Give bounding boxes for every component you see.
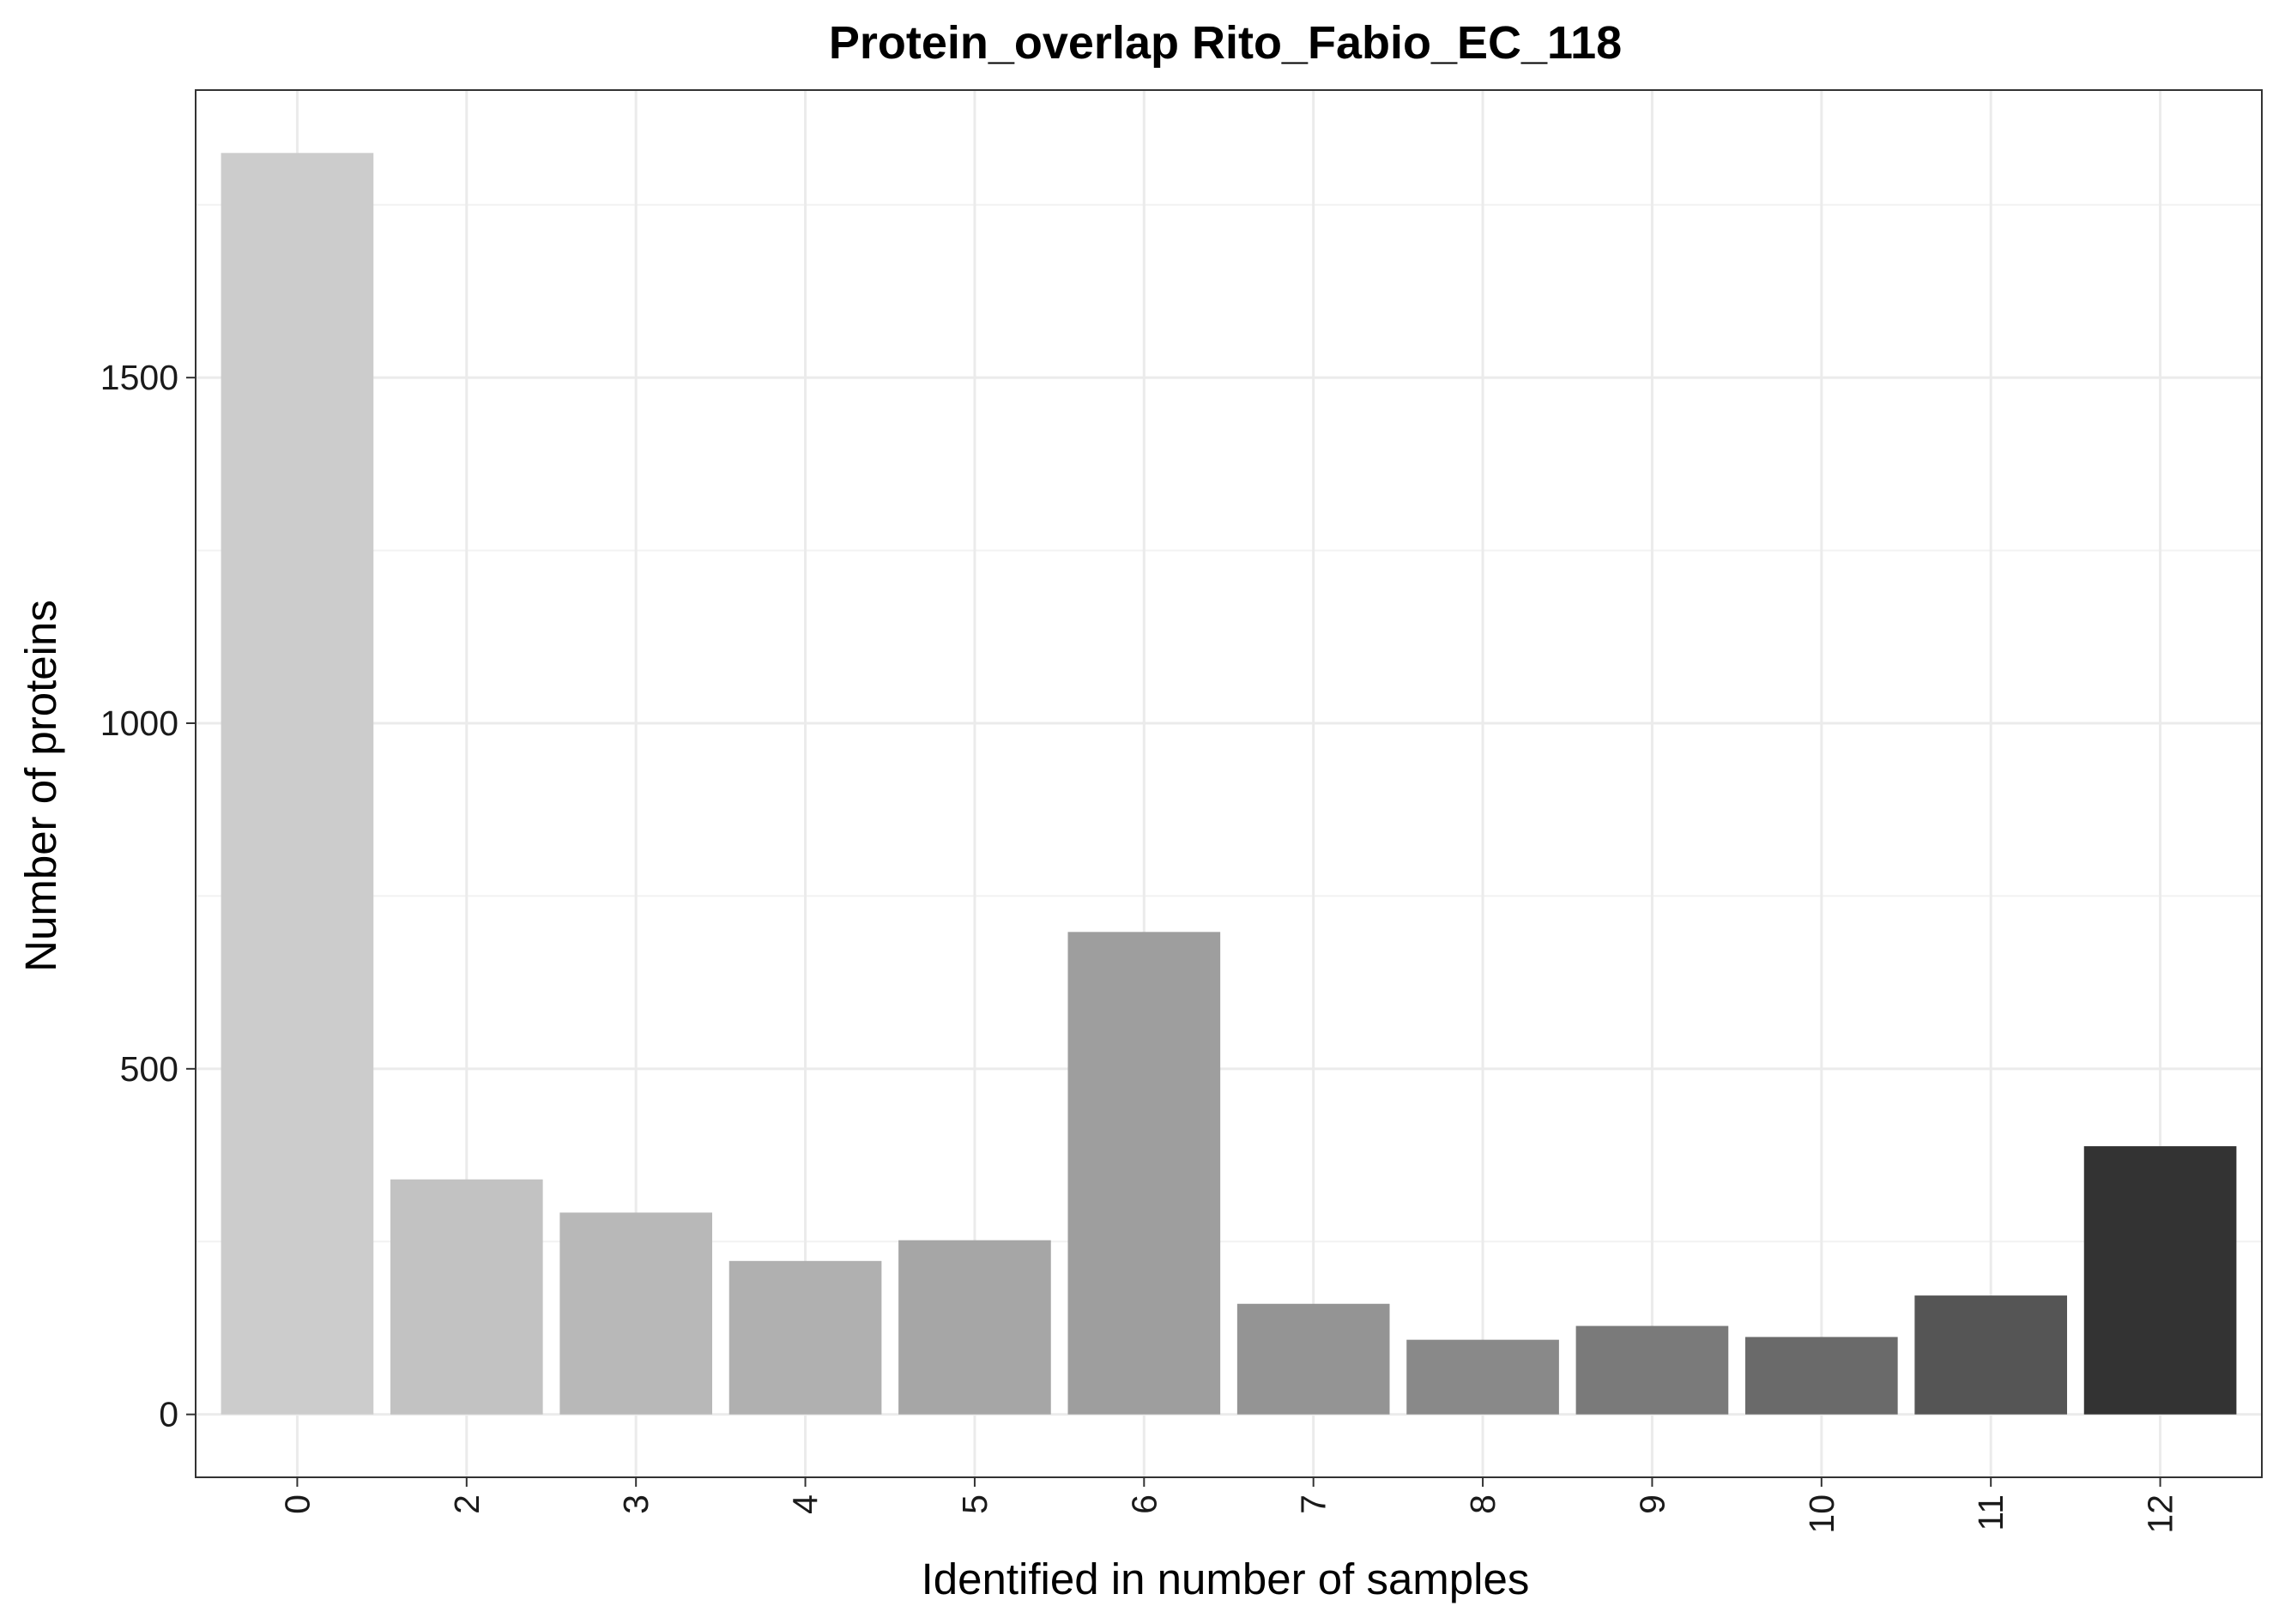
x-tick-label: 6 — [1124, 1494, 1164, 1514]
x-tick-label: 5 — [955, 1494, 994, 1514]
bar-9 — [1575, 1325, 1729, 1415]
x-tick-label: 11 — [1971, 1494, 2010, 1531]
x-tick-label: 0 — [277, 1494, 317, 1514]
bar-11 — [1914, 1295, 2068, 1415]
bar-0 — [221, 153, 374, 1415]
x-tick-label: 2 — [447, 1494, 487, 1514]
panel-border — [195, 89, 2263, 1478]
y-tick-label: 500 — [120, 1049, 178, 1089]
bar-8 — [1406, 1339, 1559, 1415]
x-tick-label: 3 — [616, 1494, 656, 1514]
chart-title: Protein_overlap Rito_Fabio_EC_118 — [829, 17, 1622, 69]
axis-ticks: 0 500 1000 1500 0 2 3 4 5 6 7 8 9 10 11 12 — [100, 358, 2180, 1533]
x-tick-label: 12 — [2141, 1494, 2180, 1534]
bar-4 — [728, 1260, 882, 1415]
x-tick-label: 4 — [786, 1494, 825, 1514]
bar-10 — [1745, 1337, 1898, 1415]
bar-6 — [1067, 932, 1221, 1415]
y-tick-label: 1500 — [100, 358, 178, 397]
x-tick-label: 7 — [1294, 1494, 1333, 1514]
x-tick-label: 10 — [1802, 1494, 1841, 1534]
bar-2 — [390, 1179, 543, 1415]
bar-5 — [898, 1240, 1051, 1415]
bar-7 — [1236, 1303, 1390, 1415]
x-tick-label: 9 — [1632, 1494, 1671, 1514]
y-axis-title: Number of proteins — [16, 600, 65, 972]
bar-12 — [2083, 1146, 2237, 1415]
y-tick-label: 0 — [159, 1395, 178, 1434]
bars — [221, 153, 2237, 1415]
x-axis-title: Identified in number of samples — [922, 1555, 1530, 1603]
y-tick-label: 1000 — [100, 703, 178, 743]
bar-3 — [559, 1212, 712, 1415]
x-tick-label: 8 — [1463, 1494, 1502, 1514]
